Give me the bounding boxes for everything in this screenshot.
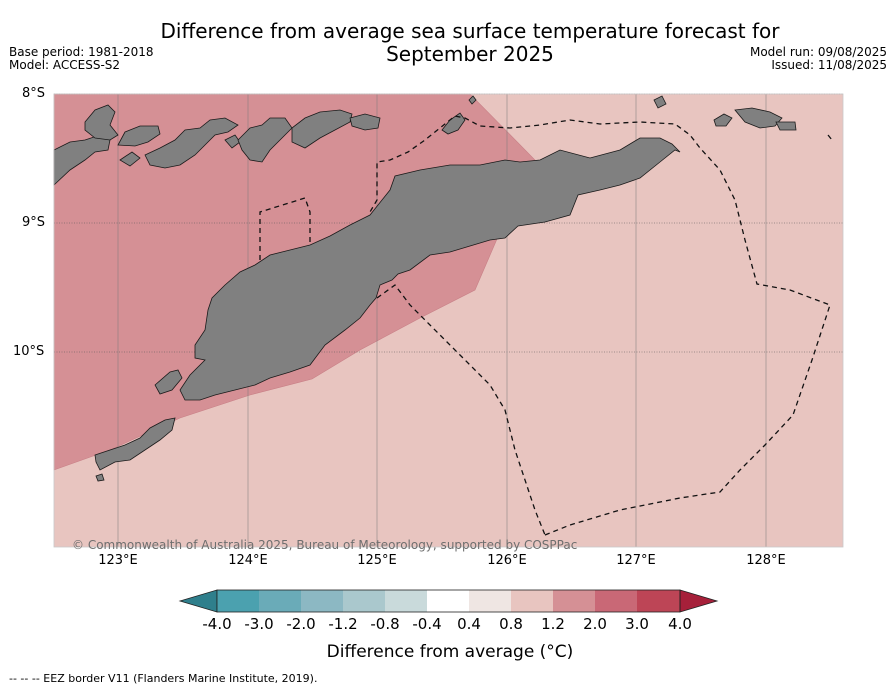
islet-6 xyxy=(775,121,797,131)
base-period: Base period: 1981-2018 xyxy=(9,45,154,59)
colorbar-bin-3 xyxy=(301,590,343,612)
colorbar-tick-7: 0.8 xyxy=(499,615,523,633)
colorbar-tick-2: -2.0 xyxy=(286,615,316,633)
colorbar-tick-0: -4.0 xyxy=(202,615,232,633)
lon-label-126e: 126°E xyxy=(487,553,527,568)
meta-right: Model run: 09/08/2025 Issued: 11/08/2025 xyxy=(750,46,887,72)
colorbar-frame xyxy=(216,589,681,613)
islet-8 xyxy=(95,473,105,482)
small-islet-1 xyxy=(119,151,141,167)
lon-label-125e: 125°E xyxy=(357,553,397,568)
colorbar-bin-5 xyxy=(385,590,427,612)
colorbar-bin-7 xyxy=(469,590,511,612)
colorbar-bin-10 xyxy=(595,590,637,612)
eez-border-oecusse xyxy=(259,197,311,260)
adonara-island xyxy=(84,104,119,141)
meta-left: Base period: 1981-2018 Model: ACCESS-S2 xyxy=(9,46,154,72)
colorbar-bin-6 xyxy=(427,590,469,612)
eez-border-west xyxy=(376,284,546,536)
islet-3 xyxy=(468,95,477,105)
issued-date: Issued: 11/08/2025 xyxy=(771,58,887,72)
eez-legend-note: -- -- -- EEZ border V11 (Flanders Marine… xyxy=(9,672,318,685)
model-name: Model: ACCESS-S2 xyxy=(9,58,121,72)
eez-border-fragment xyxy=(827,134,833,141)
islet-7 xyxy=(154,369,183,395)
colorbar xyxy=(178,589,719,613)
eez-borders xyxy=(259,115,833,536)
lat-label-8s: 8°S xyxy=(22,86,46,101)
model-run: Model run: 09/08/2025 xyxy=(749,45,887,59)
flores-east xyxy=(53,134,111,186)
eez-border-east xyxy=(369,115,831,536)
colorbar-bin-2 xyxy=(259,590,301,612)
colorbar-tick-5: -0.4 xyxy=(412,615,442,633)
colorbar-bin-11 xyxy=(637,590,680,612)
colorbar-tick-10: 3.0 xyxy=(625,615,649,633)
title-line-1: Difference from average sea surface temp… xyxy=(160,19,780,43)
colorbar-bin-1 xyxy=(217,590,259,612)
map-title: Difference from average sea surface temp… xyxy=(130,20,810,66)
lat-label-10s: 10°S xyxy=(13,344,45,359)
colorbar-tick-11: 4.0 xyxy=(668,615,692,633)
copyright-notice: © Commonwealth of Australia 2025, Bureau… xyxy=(72,538,578,552)
colorbar-bin-9 xyxy=(553,590,595,612)
colorbar-extend-low xyxy=(178,589,218,613)
colorbar-bin-8 xyxy=(511,590,553,612)
land xyxy=(53,95,797,482)
timor-island xyxy=(179,137,681,401)
pantar-island xyxy=(237,117,293,163)
map-frame xyxy=(53,93,844,548)
colorbar-tick-3: -1.2 xyxy=(328,615,358,633)
lon-label-128e: 128°E xyxy=(746,553,786,568)
islet-4 xyxy=(653,95,667,109)
alor-east xyxy=(349,113,381,131)
solor-island xyxy=(117,125,161,147)
lon-label-127e: 127°E xyxy=(616,553,656,568)
colorbar-tick-8: 1.2 xyxy=(541,615,565,633)
colorbar-extend-high xyxy=(679,589,719,613)
alor-island xyxy=(291,109,353,149)
lembata-island xyxy=(144,117,239,169)
rote-island xyxy=(94,417,176,471)
lon-label-123e: 123°E xyxy=(98,553,138,568)
colorbar-tick-9: 2.0 xyxy=(583,615,607,633)
colorbar-tick-4: -0.8 xyxy=(370,615,400,633)
islet-5 xyxy=(713,113,733,127)
lon-label-124e: 124°E xyxy=(228,553,268,568)
colorbar-title: Difference from average (°C) xyxy=(326,642,574,662)
colorbar-tick-1: -3.0 xyxy=(244,615,274,633)
title-line-2: September 2025 xyxy=(386,42,554,66)
colorbar-bin-4 xyxy=(343,590,385,612)
colorbar-tick-6: 0.4 xyxy=(457,615,481,633)
lat-label-9s: 9°S xyxy=(22,215,46,230)
